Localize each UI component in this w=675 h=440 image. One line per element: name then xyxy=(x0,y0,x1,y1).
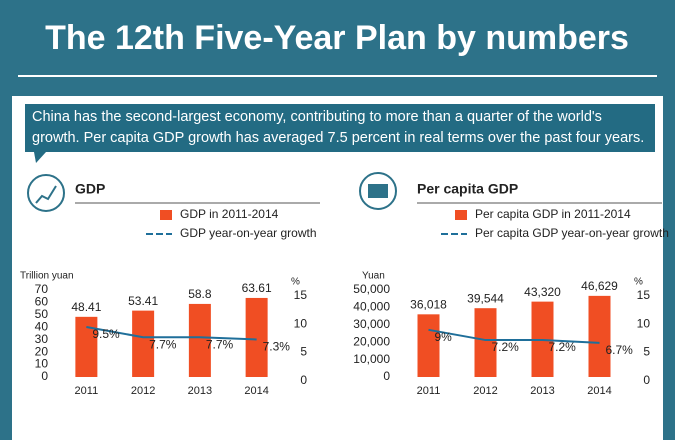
caption-line: China has the second-largest economy, co… xyxy=(32,109,602,125)
y2-tick-label: 15 xyxy=(637,288,651,302)
y-tick-label: 10 xyxy=(35,357,49,371)
per-capita-icon xyxy=(359,172,397,210)
y-tick-label: 20,000 xyxy=(353,334,390,348)
bar xyxy=(132,310,155,377)
gdp-icon xyxy=(27,174,65,212)
caption-pointer xyxy=(34,152,46,163)
y2-tick-label: 0 xyxy=(643,373,650,387)
panel xyxy=(12,96,663,440)
bar xyxy=(75,316,98,377)
bar xyxy=(188,303,211,377)
y-tick-label: 0 xyxy=(41,369,48,383)
y2-axis-label: % xyxy=(291,277,300,288)
legend-swatch xyxy=(160,210,172,220)
x-tick-label: 2014 xyxy=(587,385,611,397)
bar xyxy=(474,308,497,377)
bar-label: 48.41 xyxy=(71,300,101,314)
x-tick-label: 2011 xyxy=(75,385,99,397)
x-tick-label: 2013 xyxy=(188,385,212,397)
x-tick-label: 2012 xyxy=(131,385,155,397)
line-label: 6.7% xyxy=(606,343,634,357)
line-label: 9% xyxy=(435,330,453,344)
bar xyxy=(417,314,440,377)
legend-label: Per capita GDP year-on-year growth xyxy=(475,226,669,240)
line-label: 7.7% xyxy=(206,337,234,351)
line xyxy=(428,328,600,344)
caption-line: growth. Per capita GDP growth has averag… xyxy=(32,130,644,146)
bar-label: 53.41 xyxy=(128,294,158,308)
bar xyxy=(245,297,268,377)
bar-label: 43,320 xyxy=(524,285,561,299)
y-tick-label: 30,000 xyxy=(353,317,390,331)
bar-label: 58.8 xyxy=(188,287,212,301)
legend-label: GDP in 2011-2014 xyxy=(180,207,279,221)
bar xyxy=(588,295,611,377)
line-label: 7.2% xyxy=(492,340,520,354)
line-label: 7.2% xyxy=(549,340,577,354)
y2-tick-label: 5 xyxy=(300,345,307,359)
line-label: 7.3% xyxy=(263,340,291,354)
y-axis-label: Trillion yuan xyxy=(20,271,74,282)
page-title: The 12th Five-Year Plan by numbers xyxy=(45,19,629,57)
chart-title: GDP xyxy=(75,181,105,197)
legend-label: GDP year-on-year growth xyxy=(180,226,317,240)
x-tick-label: 2013 xyxy=(530,385,554,397)
y2-tick-label: 10 xyxy=(637,316,651,330)
y-axis-label: Yuan xyxy=(362,271,385,282)
y-tick-label: 10,000 xyxy=(353,352,390,366)
x-tick-label: 2014 xyxy=(244,385,268,397)
y-tick-label: 20 xyxy=(35,344,49,358)
x-tick-label: 2011 xyxy=(417,385,441,397)
bar-label: 63.61 xyxy=(242,281,272,295)
y2-tick-label: 0 xyxy=(300,373,307,387)
y-tick-label: 60 xyxy=(35,295,49,309)
y2-axis-label: % xyxy=(634,277,643,288)
bar-label: 39,544 xyxy=(467,291,504,305)
y-tick-label: 0 xyxy=(383,369,390,383)
line-label: 7.7% xyxy=(149,337,177,351)
y2-tick-label: 15 xyxy=(294,288,308,302)
y-tick-label: 30 xyxy=(35,332,49,346)
legend-swatch xyxy=(455,210,467,220)
legend-label: Per capita GDP in 2011-2014 xyxy=(475,207,631,221)
y-tick-label: 50 xyxy=(35,307,49,321)
y-tick-label: 40 xyxy=(35,319,49,333)
caption-box xyxy=(25,104,655,152)
bar-label: 36,018 xyxy=(410,298,447,312)
x-tick-label: 2012 xyxy=(473,385,497,397)
y2-tick-label: 10 xyxy=(294,316,308,330)
line xyxy=(86,325,257,341)
line-label: 9.5% xyxy=(92,327,120,341)
bar-label: 46,629 xyxy=(581,279,618,293)
y2-tick-label: 5 xyxy=(643,345,650,359)
y-tick-label: 70 xyxy=(35,282,49,296)
y-tick-label: 40,000 xyxy=(353,300,390,314)
chart-title: Per capita GDP xyxy=(417,181,518,197)
y-tick-label: 50,000 xyxy=(353,282,390,296)
